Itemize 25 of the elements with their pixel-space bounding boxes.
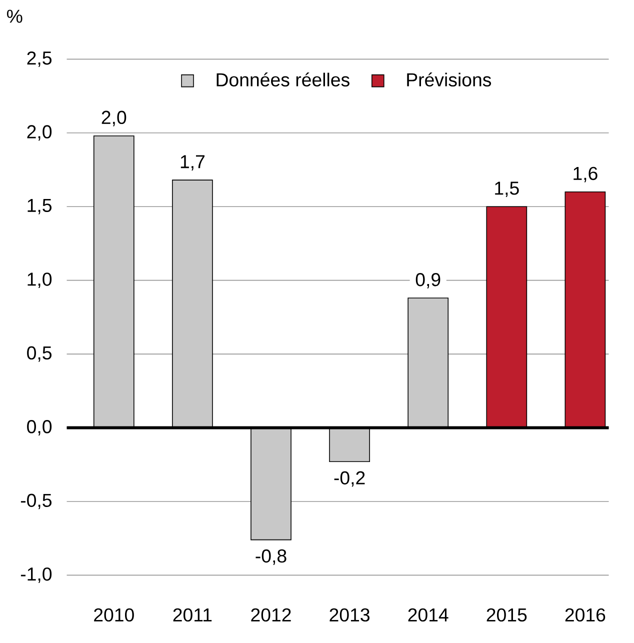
legend-label: Données réelles xyxy=(216,72,350,86)
x-tick-label: 2013 xyxy=(330,608,370,622)
data-label: 0,9 xyxy=(416,272,440,288)
y-tick-label: 1,0 xyxy=(28,272,52,288)
y-tick-label: 0,5 xyxy=(27,346,52,362)
data-label: -0,8 xyxy=(256,549,286,565)
y-tick-label: 2,5 xyxy=(27,51,52,67)
y-tick-label: -1,0 xyxy=(20,567,52,583)
data-label: 1,5 xyxy=(495,182,519,198)
x-tick-label: 2010 xyxy=(94,608,134,622)
y-tick-label: -0,5 xyxy=(20,494,52,510)
x-tick-label: 2016 xyxy=(565,608,606,622)
x-tick-label: 2015 xyxy=(486,608,527,622)
x-tick-label: 2011 xyxy=(173,608,212,622)
x-tick-label: 2014 xyxy=(408,608,448,622)
x-tick-label: 2012 xyxy=(251,608,291,622)
y-tick-label: 0,0 xyxy=(27,420,52,436)
data-label: 2,0 xyxy=(102,110,126,126)
data-label: 1,6 xyxy=(574,166,598,182)
data-label: -0,2 xyxy=(334,471,365,487)
legend-label: Prévisions xyxy=(407,72,492,86)
y-tick-label: 1,5 xyxy=(28,199,52,214)
y-tick-label: 2,0 xyxy=(27,125,52,141)
data-label: 1,7 xyxy=(180,155,204,170)
y-axis-title: % xyxy=(7,10,22,23)
